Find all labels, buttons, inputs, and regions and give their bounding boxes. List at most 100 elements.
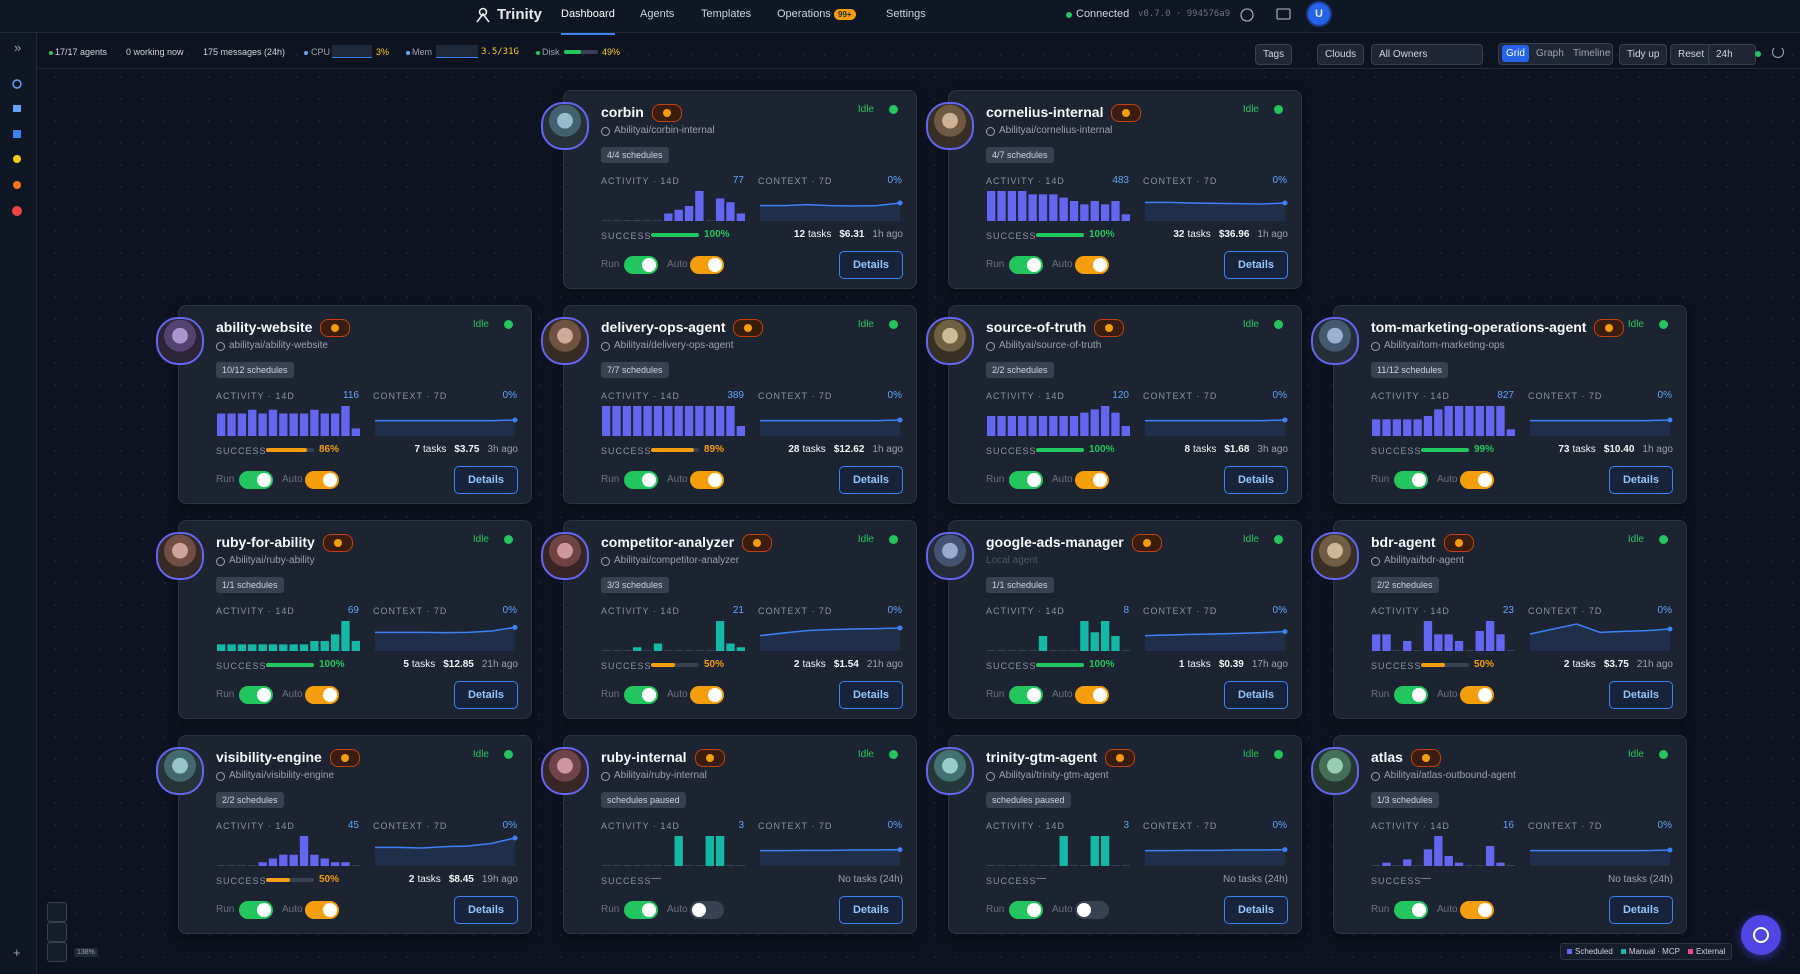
run-toggle[interactable] [624,901,658,919]
auto-toggle[interactable] [305,471,339,489]
auto-toggle[interactable] [690,256,724,274]
auto-toggle[interactable] [1460,471,1494,489]
agent-name: delivery-ops-agent [601,319,726,335]
view-toggle[interactable]: Grid [1502,45,1529,62]
auto-toggle[interactable] [1460,686,1494,704]
auto-toggle[interactable] [1075,901,1109,919]
auto-toggle[interactable] [1075,256,1109,274]
run-toggle[interactable] [1394,901,1428,919]
run-toggle[interactable] [239,686,273,704]
details-button[interactable]: Details [454,466,518,494]
agent-card[interactable]: trinity-gtm-agent Idle Abilityai/trinity-g… [948,735,1302,934]
nav-item[interactable]: Operations [777,8,831,20]
activity-bar [1372,419,1381,436]
auto-toggle[interactable] [305,901,339,919]
run-toggle[interactable] [1394,471,1428,489]
details-button[interactable]: Details [1609,896,1673,924]
run-toggle[interactable] [624,471,658,489]
zoom-control[interactable] [47,902,67,922]
stat-working: 0 working now [126,47,184,57]
run-toggle[interactable] [1009,686,1043,704]
agent-card[interactable]: ruby-internal Idle Abilityai/ruby-internal… [563,735,917,934]
reset-button[interactable]: Reset [1670,44,1713,65]
legend-label: Manual · MCP [1628,947,1680,956]
auto-toggle[interactable] [690,471,724,489]
last-run: 21h ago [481,659,518,670]
run-toggle[interactable] [1394,686,1428,704]
activity-bar [1454,641,1464,651]
nav-item[interactable]: Templates [701,8,752,20]
owner-select[interactable]: All Owners [1371,44,1483,65]
context-chart [1145,847,1288,866]
details-button[interactable]: Details [454,896,518,924]
details-button[interactable]: Details [454,681,518,709]
agent-name: atlas [1371,749,1403,765]
agent-card[interactable]: ruby-for-ability Idle Abilityai/ruby-abili… [178,520,532,719]
auto-toggle[interactable] [690,901,724,919]
zoom-control[interactable] [47,942,67,962]
run-toggle[interactable] [624,256,658,274]
run-toggle[interactable] [239,471,273,489]
toggle-knob [1412,903,1426,917]
agent-card[interactable]: google-ads-manager Idle Local agent 1/1 sch… [948,520,1302,719]
activity-bar [674,209,683,221]
details-button[interactable]: Details [1224,251,1288,279]
view-toggle[interactable]: Graph [1536,48,1564,59]
details-button[interactable]: Details [1224,896,1288,924]
refresh-button[interactable] [1772,46,1784,58]
auto-toggle[interactable] [690,686,724,704]
auto-label: Auto [1437,904,1458,915]
nav-item[interactable]: Dashboard [561,8,615,20]
run-toggle[interactable] [624,686,658,704]
details-button[interactable]: Details [839,896,903,924]
nav-item[interactable]: Agents [640,8,675,20]
user-avatar[interactable]: U [1308,3,1330,25]
auto-toggle[interactable] [1075,686,1109,704]
nav-item[interactable]: Settings [886,8,926,20]
run-label: Run [216,904,235,915]
activity-chart [217,406,360,436]
activity-bar [1434,836,1443,866]
range-select[interactable]: 24h [1708,44,1756,65]
task-summary: No tasks (24h) [837,874,903,885]
activity-bar [1506,650,1515,651]
repo: Abilityai/tom-marketing-ops [1384,340,1505,351]
run-toggle[interactable] [1009,471,1043,489]
details-button[interactable]: Details [1609,681,1673,709]
tidy-button[interactable]: Tidy up [1619,44,1668,65]
agent-card[interactable]: ability-website Idle abilityai/ability-web… [178,305,532,504]
auto-toggle[interactable] [1460,901,1494,919]
details-button[interactable]: Details [839,251,903,279]
agent-card[interactable]: atlas Idle Abilityai/atlas-outbound-agent 1… [1333,735,1687,934]
task-count: 2 [793,659,800,670]
run-toggle[interactable] [1009,256,1043,274]
activity-bar [633,865,642,866]
agent-card[interactable]: source-of-truth Idle Abilityai/source-of-t… [948,305,1302,504]
agent-card[interactable]: bdr-agent Idle Abilityai/bdr-agent 2/2 sche… [1333,520,1687,719]
details-button[interactable]: Details [839,466,903,494]
details-button[interactable]: Details [1224,466,1288,494]
tags-button[interactable]: Tags [1255,44,1293,65]
activity-bar [320,641,329,651]
agent-card[interactable]: cornelius-internal Idle Abilityai/corneliu… [948,90,1302,289]
header-icons[interactable] [1238,6,1300,26]
agent-card[interactable]: delivery-ops-agent Idle Abilityai/delivery… [563,305,917,504]
run-toggle[interactable] [1009,901,1043,919]
agent-card[interactable]: competitor-analyzer Idle Abilityai/competi… [563,520,917,719]
clouds-button[interactable]: Clouds [1317,44,1365,65]
auto-toggle[interactable] [1075,471,1109,489]
auto-toggle[interactable] [305,686,339,704]
details-button[interactable]: Details [1609,466,1673,494]
success-track [1036,233,1084,237]
view-toggle[interactable]: Timeline [1573,48,1611,59]
agent-card[interactable]: visibility-engine Idle Abilityai/visibilit… [178,735,532,934]
agent-card[interactable]: corbin Idle Abilityai/corbin-internal 4/4 s… [563,90,917,289]
details-button[interactable]: Details [1224,681,1288,709]
run-toggle[interactable] [239,901,273,919]
activity-chart [602,191,745,221]
details-button[interactable]: Details [839,681,903,709]
zoom-control[interactable] [47,922,67,942]
activity-bar [268,858,278,866]
activity-bar [612,650,621,651]
agent-card[interactable]: tom-marketing-operations-agent Idle Abilit… [1333,305,1687,504]
